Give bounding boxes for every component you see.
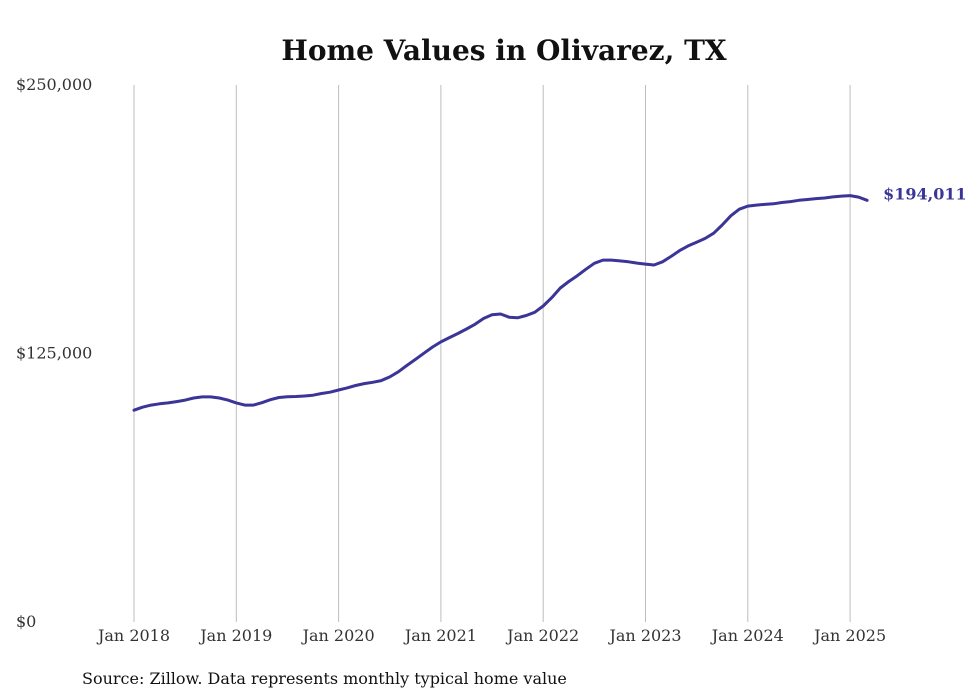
y-tick-label: $0 bbox=[16, 612, 36, 631]
chart-title: Home Values in Olivarez, TX bbox=[281, 34, 727, 67]
x-tick-label: Jan 2025 bbox=[812, 626, 886, 645]
end-value-label: $194,011 bbox=[883, 184, 967, 203]
x-tick-label: Jan 2024 bbox=[710, 626, 784, 645]
gridlines bbox=[133, 85, 851, 622]
y-tick-label: $250,000 bbox=[16, 75, 92, 94]
x-tick-label: Jan 2020 bbox=[301, 626, 375, 645]
x-tick-label: Jan 2022 bbox=[505, 626, 579, 645]
x-tick-label: Jan 2023 bbox=[607, 626, 681, 645]
x-tick-label: Jan 2018 bbox=[96, 626, 170, 645]
y-tick-label: $125,000 bbox=[16, 344, 92, 363]
home-value-line bbox=[132, 194, 869, 412]
x-tick-label: Jan 2021 bbox=[403, 626, 477, 645]
x-axis-ticks: Jan 2018 Jan 2019 Jan 2020 Jan 2021 Jan 2022… bbox=[96, 626, 886, 645]
source-note: Source: Zillow. Data represents monthly … bbox=[82, 669, 567, 688]
y-axis-ticks: $0 $125,000 $250,000 bbox=[16, 75, 92, 631]
x-tick-label: Jan 2019 bbox=[198, 626, 272, 645]
